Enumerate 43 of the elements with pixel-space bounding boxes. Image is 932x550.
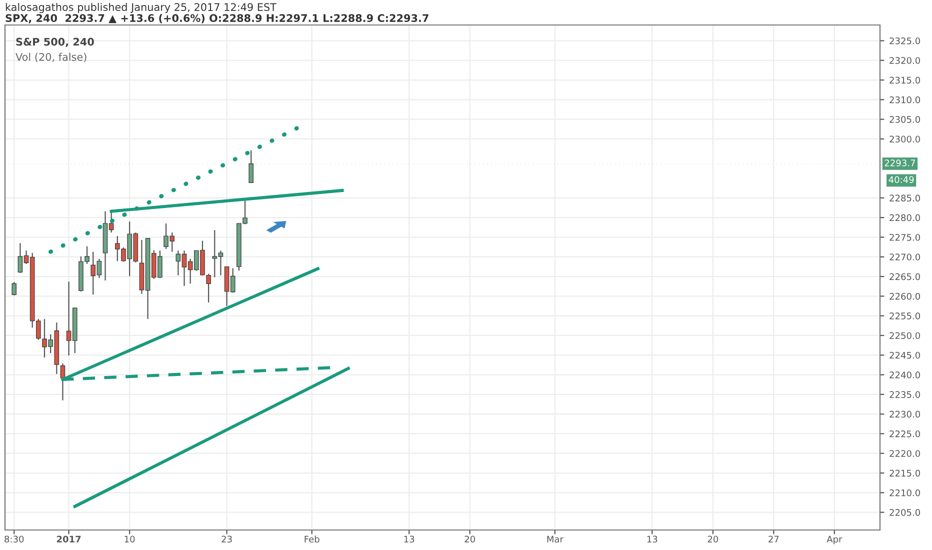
x-tick-label: 20 [464,536,475,543]
y-tick-label: 2205.0 [890,509,920,516]
y-tick-label: 2305.0 [890,116,920,123]
y-tick-label: 2220.0 [890,450,920,457]
x-tick-label: Feb [304,536,320,543]
chart-title: kalosagathos published January 25, 2017 12:49 EST [6,2,276,14]
x-tick-label: 20 [708,536,718,543]
y-tick-label: 2310.0 [890,96,920,104]
y-tick-label: 2250.0 [890,332,920,340]
y-tick-label: 2230.0 [890,410,920,418]
x-tick-label: Mar [547,536,564,543]
annotation: S&P 500, 240 [16,38,94,48]
y-tick-label: 2255.0 [890,312,920,320]
text: 40:49 [888,176,914,184]
candlestick [248,150,254,184]
y-tick-label: 2315.0 [890,76,920,84]
y-tick-label: 2235.0 [890,391,920,398]
y-tick-label: 2275.0 [890,234,920,241]
y-tick-label: 2265.0 [890,273,920,280]
x-tick-label: 10 [124,536,135,543]
x-tick-label: 27 [768,536,779,542]
y-tick-label: 2225.0 [890,430,920,438]
y-tick-label: 2245.0 [890,352,920,359]
candlestick [12,281,17,296]
y-tick-label: 2325.0 [890,37,920,44]
x-tick-label: 2017 [56,536,81,543]
x-tick-label: 8:30 [4,536,24,543]
chart-subtitle: SPX, 240 2293.7 ▲ +13.6 (+0.6%) O:2288.9 H:2297.1 L:2288.9 C:2293.7 [6,14,428,24]
annotation: Vol (20, false) [16,52,86,62]
ref-line-label: 2293.7 [884,160,915,166]
y-tick-label: 2240.0 [890,371,920,378]
y-tick-label: 2320.0 [890,57,920,64]
y-tick-label: 2260.0 [890,292,920,300]
x-tick-label: 13 [404,536,414,543]
x-tick-label: 23 [222,536,232,543]
y-tick-label: 2215.0 [890,470,920,477]
x-tick-label: 13 [647,536,658,543]
y-tick-label: 2210.0 [890,489,920,496]
y-tick-label: 2300.0 [890,136,920,143]
y-tick-label: 2270.0 [890,254,920,260]
y-tick-label: 2285.0 [890,194,920,202]
y-tick-label: 2280.0 [890,214,920,222]
x-tick-label: Apr [826,536,842,544]
